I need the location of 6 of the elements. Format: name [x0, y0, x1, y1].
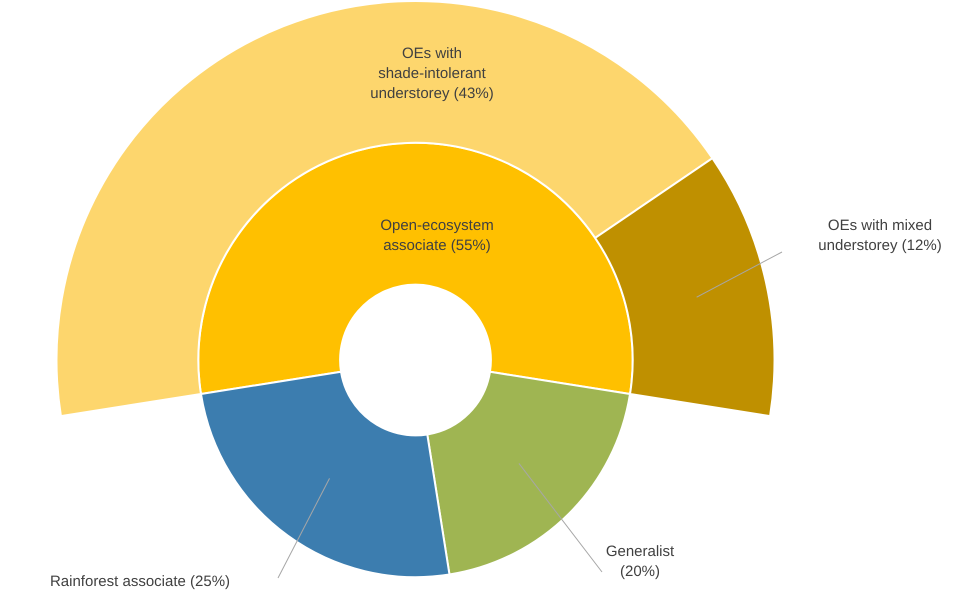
slice-label: Rainforest associate (25%) — [50, 573, 230, 590]
category-label: OEs with shade-intolerant understorey (43%) — [370, 45, 494, 102]
slice-label: Generalist — [606, 543, 676, 560]
data-label: (20%) — [620, 563, 660, 580]
category-label: OEs with mixed understorey (12%) — [818, 217, 942, 254]
slice-label: Open-ecosystem associate (55%) — [380, 217, 494, 254]
